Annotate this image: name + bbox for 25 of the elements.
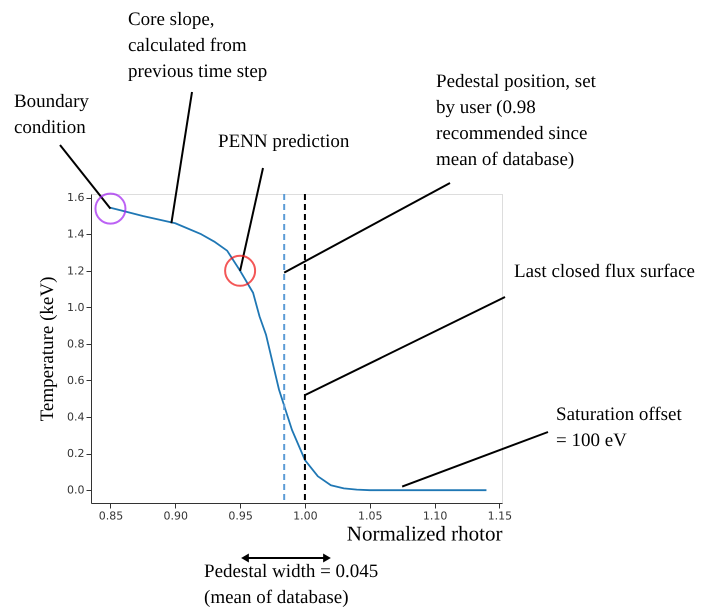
x-tick-label: 0.85	[98, 510, 124, 522]
annotation: Boundary condition	[14, 91, 90, 138]
annotation: PENN prediction	[218, 131, 350, 152]
y-tick-label: 0.0	[67, 484, 84, 497]
x-tick-label: 1.10	[422, 510, 448, 522]
x-tick-label: 0.90	[164, 510, 188, 522]
y-tick-label: 0.8	[67, 337, 84, 350]
y-tick-label: 1.4	[67, 228, 84, 241]
x-tick-label: 0.95	[228, 510, 253, 522]
y-axis-title: Temperature (keV)	[37, 276, 58, 422]
x-tick-label: 1.05	[358, 510, 383, 522]
text: Pedestal width = 0.045 (mean of database)	[204, 561, 378, 608]
annotation: Saturation offset = 100 eV	[556, 404, 682, 451]
y-tick-label: 1.0	[67, 300, 84, 314]
y-tick-label: 0.6	[67, 374, 84, 387]
y-tick-label: 0.4	[67, 410, 84, 424]
annotation: Pedestal position, set by user (0.98 recommended since mean of database)	[436, 71, 597, 170]
annotation: Core slope, calculated from previous time step	[128, 9, 268, 82]
x-axis-title: Normalized rhotor	[346, 522, 502, 546]
y-tick-label: 1.2	[67, 264, 84, 278]
x-tick-label: 1.00	[293, 510, 318, 522]
y-tick-label: 1.6	[67, 191, 84, 204]
x-tick-label: 1.15	[488, 510, 512, 522]
annotation: Last closed flux surface	[514, 261, 695, 282]
y-tick-label: 0.2	[67, 447, 84, 460]
